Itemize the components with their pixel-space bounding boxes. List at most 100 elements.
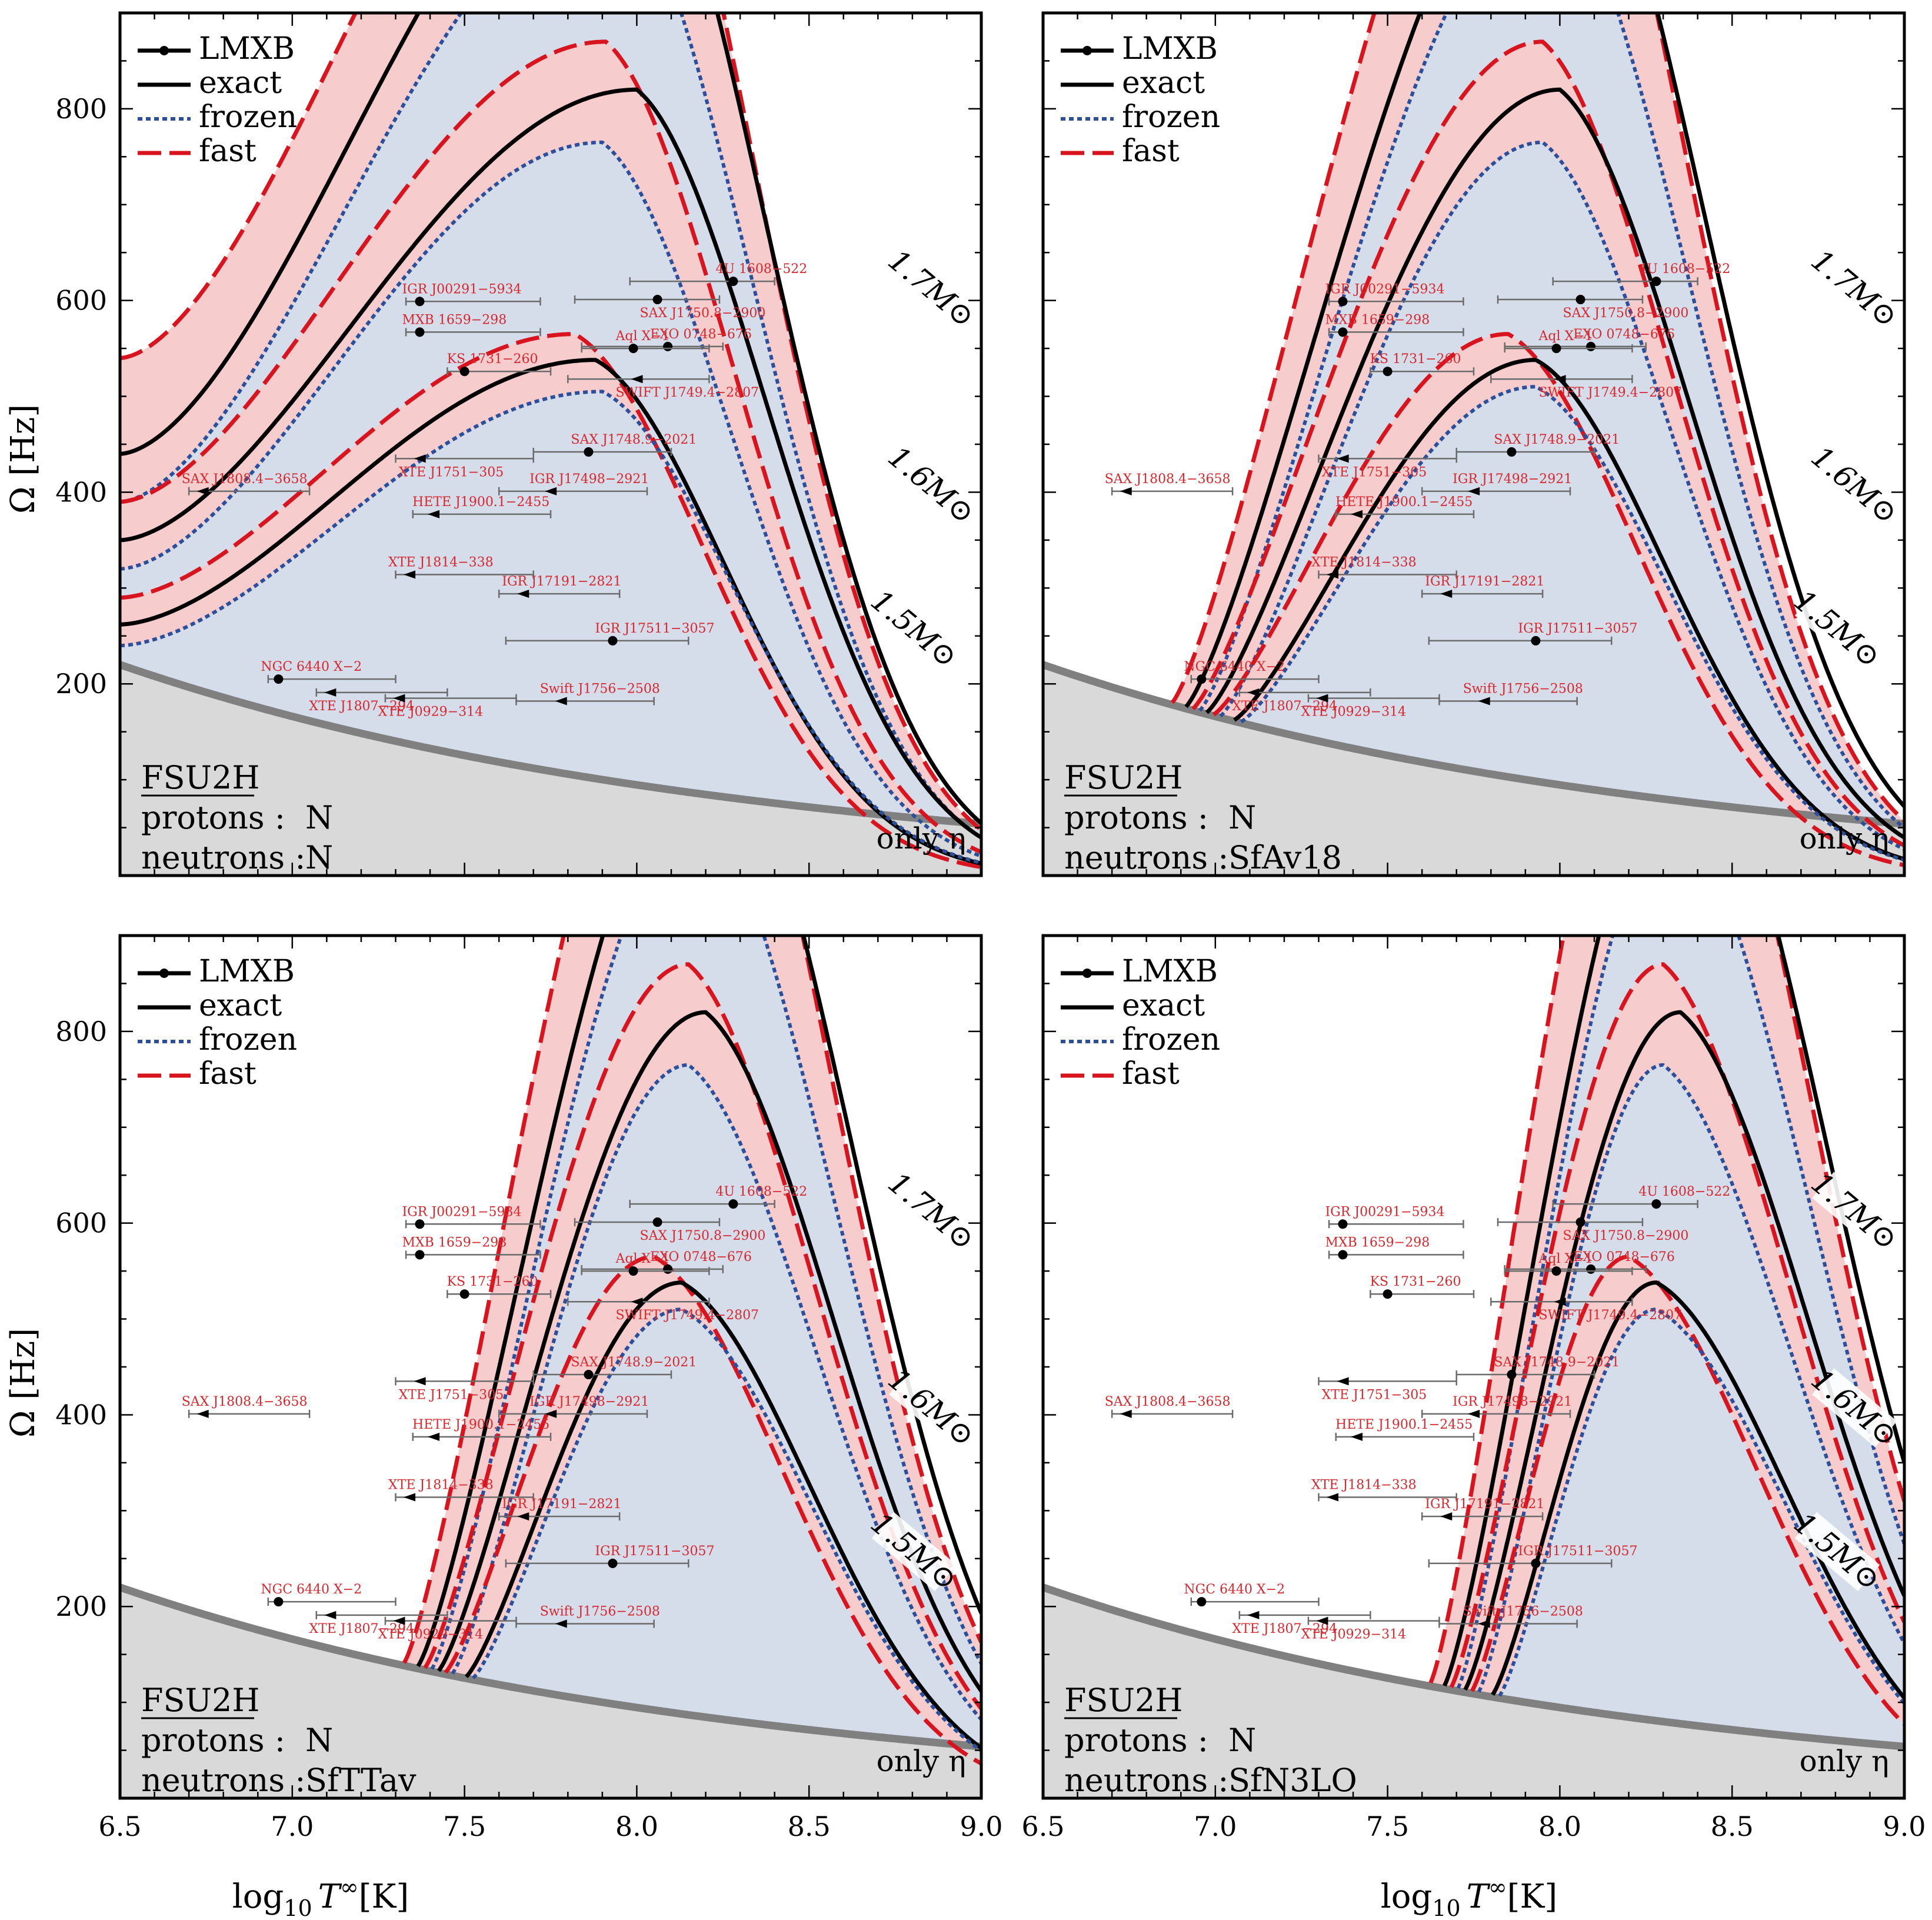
legend-item: LMXB: [138, 954, 295, 989]
legend-item: fast: [1061, 1056, 1180, 1092]
exact-curve: [120, 87, 981, 840]
lmxb-source: KS 1731−260: [1370, 1275, 1475, 1299]
eta-curve: [120, 661, 981, 828]
x-axis-title-sup: ∞: [340, 1874, 359, 1900]
source-point: [608, 635, 618, 645]
x-axis-title-unit: [K]: [359, 1878, 409, 1916]
only-eta-region: [1043, 664, 1904, 876]
source-point: [415, 1250, 425, 1260]
source-label: XTE J0929−314: [378, 1628, 483, 1642]
lmxb-source: IGR J17511−3057: [1428, 621, 1637, 645]
source-label: XTE J1751−305: [399, 465, 504, 480]
protons-value: N: [305, 1722, 333, 1759]
neutrons-value: SfAv18: [1228, 839, 1342, 876]
lmxb-source: IGR J00291−5934: [402, 282, 541, 307]
legend-label: exact: [199, 65, 282, 101]
exact-curve: [1443, 936, 1904, 1687]
upper-limit-arrow: [1478, 697, 1490, 706]
legend-marker: [159, 969, 169, 978]
upper-limit-arrow: [1440, 590, 1453, 598]
instability-band: [404, 936, 981, 1669]
source-point: [1338, 1250, 1348, 1260]
source-label: MXB 1659−298: [402, 312, 507, 327]
upper-limit-arrow: [1316, 694, 1328, 703]
fast-curve: [423, 962, 981, 1711]
axes: 200 400 600 800: [55, 11, 983, 877]
protons-key: protons :: [1064, 1722, 1208, 1759]
axes: 200 400 600 800 6.5 7.0 7.5 8.0 8.5 9.0: [55, 934, 1003, 1842]
chart-panel: 4U 1608−522 SAX J1750.8−2900 IGR J00291−59…: [1021, 934, 1926, 1842]
x-axis-title-var: T: [1467, 1878, 1491, 1916]
legend-label: fast: [199, 134, 257, 169]
source-label: 4U 1608−522: [1638, 262, 1730, 277]
source-label: SAX J1748.9−2021: [571, 432, 697, 447]
source-label: Aql X−1: [615, 329, 670, 344]
protons-value: N: [1228, 799, 1256, 836]
source-label: Swift J1756−2508: [540, 682, 660, 697]
source-label: IGR J17498−2921: [1453, 1395, 1572, 1409]
lmxb-source: SAX J1748.9−2021: [532, 1355, 697, 1380]
mass-label-box: [889, 1172, 974, 1251]
source-label: Swift J1756−2508: [540, 1605, 660, 1619]
legend-item: LMXB: [1061, 31, 1218, 66]
exact-curve: [120, 358, 981, 866]
mass-label-box: [1812, 445, 1897, 525]
instability-band: [120, 334, 981, 867]
lmxb-source: EXO 0748−676: [581, 1250, 752, 1274]
lmxb-source: SWIFT J1749.4−2807: [567, 375, 759, 400]
source-label: KS 1731−260: [447, 352, 538, 367]
fast-curve: [1170, 13, 1904, 823]
lmxb-source: IGR J17498−2921: [1421, 1395, 1572, 1418]
legend-label: fast: [1122, 134, 1180, 169]
source-point: [728, 1199, 738, 1209]
lmxb-source: SWIFT J1749.4−2807: [1490, 1297, 1682, 1323]
legend-marker: [159, 46, 169, 55]
lmxb-source: XTE J1814−338: [388, 1478, 534, 1502]
x-tick-label: 6.5: [1021, 1811, 1064, 1842]
exact-curve: [1491, 1280, 1904, 1699]
source-label: Aql X−1: [615, 1252, 670, 1266]
lmxb-source: MXB 1659−298: [1325, 312, 1464, 337]
lmxb-source: Swift J1756−2508: [515, 1605, 660, 1628]
frozen-curve: [430, 936, 981, 1670]
legend-marker: [1082, 46, 1092, 55]
source-label: XTE J0929−314: [378, 705, 483, 720]
source-label: NGC 6440 X−2: [261, 1582, 362, 1597]
upper-limit-arrow: [414, 454, 426, 463]
stable-region: [120, 936, 981, 1798]
y-axis-title: Ω [Hz]: [4, 404, 42, 514]
fast-curve: [1470, 1255, 1904, 1726]
only-eta-label: only η: [877, 1744, 966, 1778]
chart-panel: 4U 1608−522 SAX J1750.8−2900 IGR J00291−59…: [1041, 11, 1906, 877]
upper-limit-arrow: [517, 1512, 529, 1521]
eta-curve: [1043, 661, 1904, 828]
neutrons-value: SfN3LO: [1228, 1762, 1357, 1799]
legend-item: exact: [1061, 65, 1205, 101]
upper-limit-arrow: [1554, 375, 1566, 384]
x-axis-title-sup: ∞: [1488, 1874, 1507, 1900]
source-label: XTE J1807−294: [309, 699, 414, 714]
y-tick-label: 200: [55, 1590, 107, 1622]
x-tick-label: 8.5: [1711, 1811, 1754, 1842]
legend-item: frozen: [1061, 99, 1220, 135]
panels: 4U 1608−522 SAX J1750.8−2900 IGR J00291−59…: [55, 11, 1926, 1842]
mass-label-box: [871, 589, 957, 669]
x-tick-label: 7.0: [1194, 1811, 1237, 1842]
legend-item: exact: [1061, 988, 1205, 1023]
source-point: [584, 1370, 594, 1380]
source-point: [459, 1289, 469, 1299]
lmxb-source: IGR J17498−2921: [498, 472, 649, 495]
legend-label: LMXB: [1122, 954, 1218, 989]
source-label: XTE J1814−338: [388, 555, 494, 570]
protons-key: protons :: [141, 1722, 285, 1759]
source-label: SAX J1748.9−2021: [571, 1355, 697, 1370]
x-tick-label: 7.0: [271, 1811, 314, 1842]
source-label: HETE J1900.1−2455: [1335, 1417, 1473, 1432]
lmxb-source: IGR J00291−5934: [1325, 1204, 1464, 1229]
lmxb-source: EXO 0748−676: [1504, 327, 1675, 351]
upper-limit-arrow: [1327, 570, 1339, 579]
frozen-curve: [472, 1307, 981, 1752]
upper-limit-arrow: [393, 694, 405, 703]
